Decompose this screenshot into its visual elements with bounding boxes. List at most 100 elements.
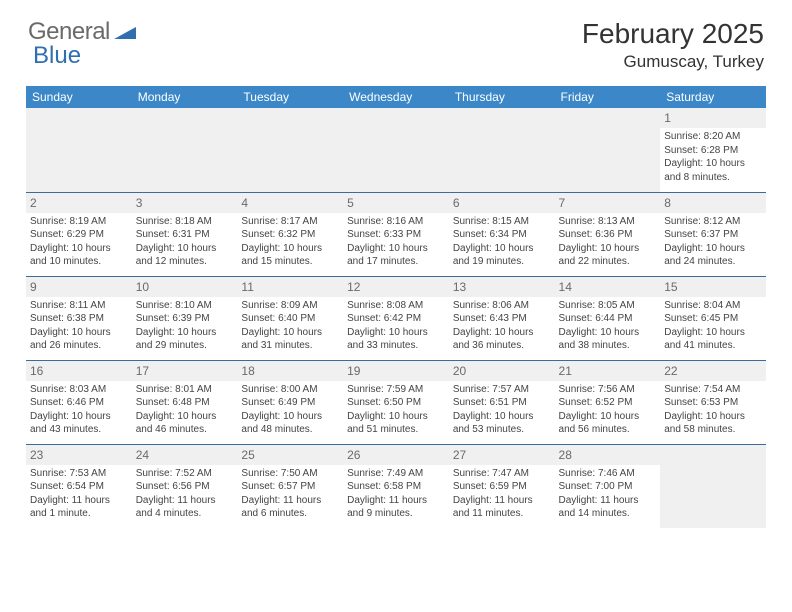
sunset-text: Sunset: 6:31 PM (136, 228, 234, 242)
day-number: 4 (237, 193, 343, 213)
daylight-text: Daylight: 10 hours and 41 minutes. (664, 326, 762, 353)
sunset-text: Sunset: 6:34 PM (453, 228, 551, 242)
sunset-text: Sunset: 6:46 PM (30, 396, 128, 410)
sunrise-text: Sunrise: 8:08 AM (347, 299, 445, 313)
day-number: 19 (343, 361, 449, 381)
calendar-day: 18 Sunrise: 8:00 AMSunset: 6:49 PMDayligh… (237, 360, 343, 444)
sunrise-text: Sunrise: 8:01 AM (136, 383, 234, 397)
sunset-text: Sunset: 6:49 PM (241, 396, 339, 410)
calendar-day: 8Sunrise: 8:12 AMSunset: 6:37 PMDaylight… (660, 192, 766, 276)
sunrise-text: Sunrise: 8:05 AM (559, 299, 657, 313)
calendar-week: 9Sunrise: 8:11 AMSunset: 6:38 PMDaylight… (26, 276, 766, 360)
daylight-text: Daylight: 10 hours and 12 minutes. (136, 242, 234, 269)
daylight-text: Daylight: 10 hours and 29 minutes. (136, 326, 234, 353)
daylight-text: Daylight: 11 hours and 11 minutes. (453, 494, 551, 521)
sunset-text: Sunset: 6:51 PM (453, 396, 551, 410)
daylight-text: Daylight: 10 hours and 15 minutes. (241, 242, 339, 269)
sunset-text: Sunset: 6:43 PM (453, 312, 551, 326)
calendar-table: SundayMondayTuesdayWednesdayThursdayFrid… (26, 86, 766, 528)
empty-day (555, 108, 661, 192)
daylight-text: Daylight: 11 hours and 6 minutes. (241, 494, 339, 521)
sunrise-text: Sunrise: 8:19 AM (30, 215, 128, 229)
day-number: 14 (555, 277, 661, 297)
daylight-text: Daylight: 10 hours and 43 minutes. (30, 410, 128, 437)
day-number: 23 (26, 445, 132, 465)
sunrise-text: Sunrise: 8:10 AM (136, 299, 234, 313)
page-header: General February 2025 Gumuscay, Turkey (0, 0, 792, 80)
sunset-text: Sunset: 6:44 PM (559, 312, 657, 326)
daylight-text: Daylight: 11 hours and 1 minute. (30, 494, 128, 521)
day-number: 25 (237, 445, 343, 465)
daylight-text: Daylight: 10 hours and 51 minutes. (347, 410, 445, 437)
calendar-day: 14Sunrise: 8:05 AMSunset: 6:44 PMDayligh… (555, 276, 661, 360)
day-number: 3 (132, 193, 238, 213)
calendar-day: 25Sunrise: 7:50 AMSunset: 6:57 PMDayligh… (237, 444, 343, 528)
sunset-text: Sunset: 6:54 PM (30, 480, 128, 494)
day-number: 8 (660, 193, 766, 213)
sunrise-text: Sunrise: 8:00 AM (241, 383, 339, 397)
calendar-day: 6Sunrise: 8:15 AMSunset: 6:34 PMDaylight… (449, 192, 555, 276)
sunrise-text: Sunrise: 7:59 AM (347, 383, 445, 397)
calendar-day: 28Sunrise: 7:46 AMSunset: 7:00 PMDayligh… (555, 444, 661, 528)
calendar-week: 2Sunrise: 8:19 AMSunset: 6:29 PMDaylight… (26, 192, 766, 276)
daylight-text: Daylight: 10 hours and 19 minutes. (453, 242, 551, 269)
day-number: 27 (449, 445, 555, 465)
day-number: 15 (660, 277, 766, 297)
calendar-day: 23Sunrise: 7:53 AMSunset: 6:54 PMDayligh… (26, 444, 132, 528)
calendar-day: 9Sunrise: 8:11 AMSunset: 6:38 PMDaylight… (26, 276, 132, 360)
sunset-text: Sunset: 6:33 PM (347, 228, 445, 242)
calendar-day: 11Sunrise: 8:09 AMSunset: 6:40 PMDayligh… (237, 276, 343, 360)
day-number: 22 (660, 361, 766, 381)
daylight-text: Daylight: 10 hours and 48 minutes. (241, 410, 339, 437)
calendar-body: 1Sunrise: 8:20 AMSunset: 6:28 PMDaylight… (26, 108, 766, 528)
sunset-text: Sunset: 6:40 PM (241, 312, 339, 326)
day-header: Thursday (449, 86, 555, 108)
sunset-text: Sunset: 6:39 PM (136, 312, 234, 326)
day-number: 13 (449, 277, 555, 297)
daylight-text: Daylight: 10 hours and 33 minutes. (347, 326, 445, 353)
sunrise-text: Sunrise: 7:56 AM (559, 383, 657, 397)
sunset-text: Sunset: 6:36 PM (559, 228, 657, 242)
empty-day (237, 108, 343, 192)
sunrise-text: Sunrise: 8:16 AM (347, 215, 445, 229)
day-number: 9 (26, 277, 132, 297)
day-header: Tuesday (237, 86, 343, 108)
calendar-day: 2Sunrise: 8:19 AMSunset: 6:29 PMDaylight… (26, 192, 132, 276)
sunset-text: Sunset: 6:37 PM (664, 228, 762, 242)
sunrise-text: Sunrise: 8:18 AM (136, 215, 234, 229)
sunset-text: Sunset: 6:59 PM (453, 480, 551, 494)
day-header: Wednesday (343, 86, 449, 108)
calendar-day: 10Sunrise: 8:10 AMSunset: 6:39 PMDayligh… (132, 276, 238, 360)
sunrise-text: Sunrise: 7:47 AM (453, 467, 551, 481)
sunset-text: Sunset: 6:56 PM (136, 480, 234, 494)
sunset-text: Sunset: 6:29 PM (30, 228, 128, 242)
day-number: 18 (237, 361, 343, 381)
sunset-text: Sunset: 6:38 PM (30, 312, 128, 326)
sunrise-text: Sunrise: 8:06 AM (453, 299, 551, 313)
sunrise-text: Sunrise: 8:13 AM (559, 215, 657, 229)
daylight-text: Daylight: 10 hours and 26 minutes. (30, 326, 128, 353)
calendar-day: 26Sunrise: 7:49 AMSunset: 6:58 PMDayligh… (343, 444, 449, 528)
sunset-text: Sunset: 6:52 PM (559, 396, 657, 410)
calendar-day: 4Sunrise: 8:17 AMSunset: 6:32 PMDaylight… (237, 192, 343, 276)
calendar-day: 13Sunrise: 8:06 AMSunset: 6:43 PMDayligh… (449, 276, 555, 360)
day-header: Sunday (26, 86, 132, 108)
daylight-text: Daylight: 10 hours and 22 minutes. (559, 242, 657, 269)
daylight-text: Daylight: 10 hours and 53 minutes. (453, 410, 551, 437)
daylight-text: Daylight: 10 hours and 46 minutes. (136, 410, 234, 437)
sunrise-text: Sunrise: 8:04 AM (664, 299, 762, 313)
sunrise-text: Sunrise: 8:15 AM (453, 215, 551, 229)
day-header: Saturday (660, 86, 766, 108)
day-number: 17 (132, 361, 238, 381)
day-header: Friday (555, 86, 661, 108)
day-number: 16 (26, 361, 132, 381)
sunset-text: Sunset: 6:50 PM (347, 396, 445, 410)
day-number: 1 (660, 108, 766, 128)
calendar-day: 27 Sunrise: 7:47 AMSunset: 6:59 PMDayligh… (449, 444, 555, 528)
location-label: Gumuscay, Turkey (582, 52, 764, 72)
calendar-header-row: SundayMondayTuesdayWednesdayThursdayFrid… (26, 86, 766, 108)
calendar-day: 22Sunrise: 7:54 AMSunset: 6:53 PMDayligh… (660, 360, 766, 444)
sunrise-text: Sunrise: 7:54 AM (664, 383, 762, 397)
empty-day (26, 108, 132, 192)
daylight-text: Daylight: 10 hours and 24 minutes. (664, 242, 762, 269)
